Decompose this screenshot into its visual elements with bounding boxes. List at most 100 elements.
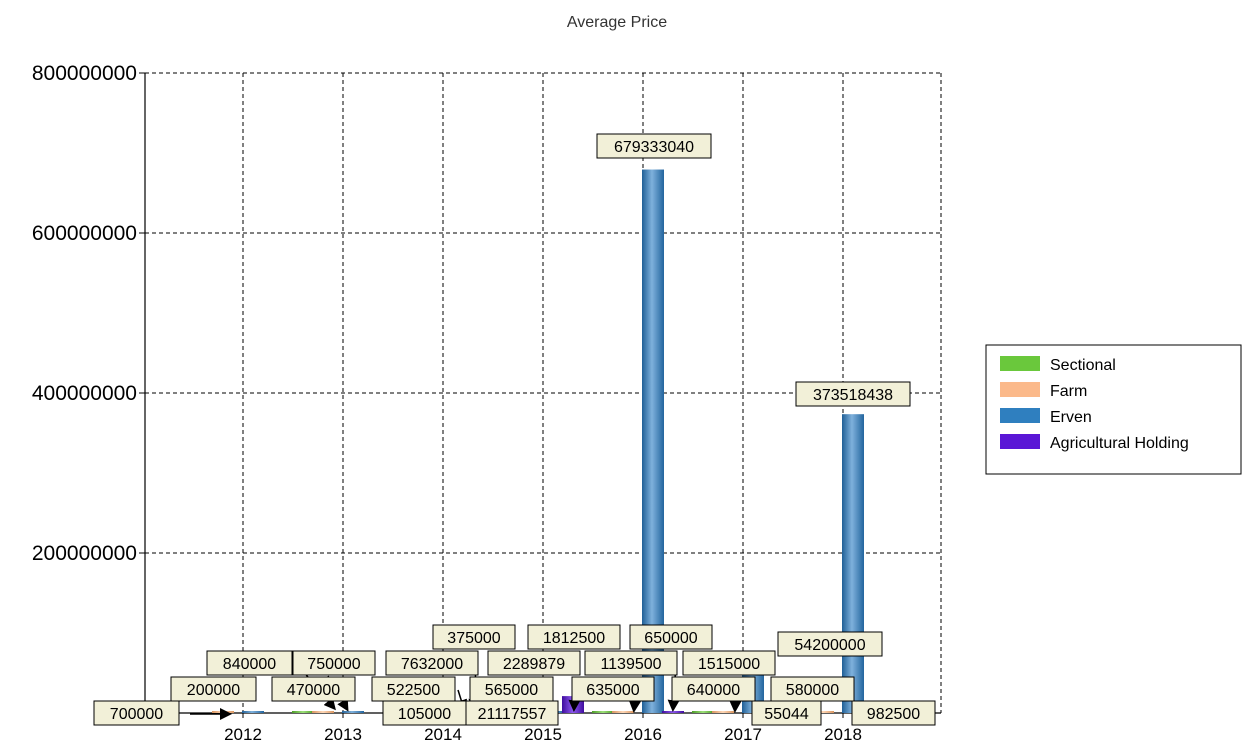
legend-label: Sectional xyxy=(1050,357,1116,374)
data-label-box xyxy=(206,650,293,676)
data-label-text: 565000 xyxy=(485,682,538,699)
data-label: 640000 xyxy=(671,676,756,702)
data-label-text: 650000 xyxy=(644,630,697,647)
bar-sectional-2016 xyxy=(592,711,614,713)
data-label: 982500 xyxy=(851,700,936,726)
data-label: 55044 xyxy=(751,700,822,726)
data-label: 1515000 xyxy=(682,650,776,676)
bar-erven-2012 xyxy=(242,711,264,713)
data-label-text: 470000 xyxy=(287,682,340,699)
data-label-text: 373518438 xyxy=(813,387,893,404)
data-label-text: 522500 xyxy=(387,682,440,699)
bar-erven-2018 xyxy=(842,414,864,713)
data-label: 375000 xyxy=(432,624,516,650)
data-label-box xyxy=(751,700,822,726)
data-label: 54200000 xyxy=(777,631,883,657)
data-label: 200000 xyxy=(170,676,257,702)
data-label-box xyxy=(469,676,554,702)
data-label-box xyxy=(93,700,180,726)
data-label: 470000 xyxy=(271,676,356,702)
bar-sectional-2017 xyxy=(692,711,714,713)
data-label-text: 982500 xyxy=(867,706,920,723)
x-tick-label: 2014 xyxy=(424,725,462,744)
data-label-text: 635000 xyxy=(586,682,639,699)
bar-farm-2017 xyxy=(712,711,734,713)
data-label-box xyxy=(432,624,516,650)
data-label-text: 55044 xyxy=(764,706,809,723)
legend: Sectional Farm Erven Agricultural Holding xyxy=(985,344,1242,475)
data-label-text: 840000 xyxy=(223,656,276,673)
bar-erven-2016 xyxy=(642,169,664,713)
bar-farm-2016 xyxy=(612,711,634,713)
data-label-box xyxy=(271,676,356,702)
data-label: 635000 xyxy=(571,676,655,702)
legend-swatch-sectional xyxy=(1000,356,1040,371)
data-label-box xyxy=(385,650,479,676)
data-label-text: 105000 xyxy=(398,706,451,723)
x-tick-label: 2013 xyxy=(324,725,362,744)
data-label-text: 7632000 xyxy=(401,656,463,673)
y-tick-label: 800000000 xyxy=(32,62,137,85)
bar-sectional-2013 xyxy=(292,711,314,713)
data-label: 840000 xyxy=(206,650,293,676)
data-label-text: 679333040 xyxy=(614,139,694,156)
data-label: 2289879 xyxy=(487,650,581,676)
data-label: 1812500 xyxy=(527,624,621,650)
bar-erven-2013 xyxy=(342,711,364,713)
data-label: 565000 xyxy=(469,676,554,702)
data-label-text: 1515000 xyxy=(698,656,760,673)
x-tick-label: 2012 xyxy=(224,725,262,744)
data-label: 750000 xyxy=(292,650,376,676)
data-label-text: 640000 xyxy=(687,682,740,699)
data-label-text: 21117557 xyxy=(478,706,547,723)
data-label-text: 200000 xyxy=(187,682,240,699)
data-labels: 700000 200000 840000 750000 470000 7632000 375… xyxy=(93,133,936,726)
data-label-text: 1139500 xyxy=(600,656,661,673)
data-label: 21117557 xyxy=(465,700,559,726)
bar-farm-2013 xyxy=(312,711,334,713)
data-label-box xyxy=(371,676,456,702)
data-label-box xyxy=(671,676,756,702)
data-label-text: 750000 xyxy=(307,656,360,673)
data-label-box xyxy=(527,624,621,650)
y-tick-label: 200000000 xyxy=(32,542,137,565)
data-label-box xyxy=(487,650,581,676)
legend-label: Farm xyxy=(1050,383,1087,400)
data-label-box xyxy=(777,631,883,657)
data-label-text: 700000 xyxy=(110,706,163,723)
data-label-text: 375000 xyxy=(447,630,500,647)
data-label-text: 1812500 xyxy=(543,630,605,647)
legend-swatch-agricultural-holding xyxy=(1000,434,1040,449)
bar-farm-2018 xyxy=(812,711,834,713)
x-tick-label: 2015 xyxy=(524,725,562,744)
data-label: 679333040 xyxy=(596,133,712,159)
legend-swatch-erven xyxy=(1000,408,1040,423)
data-label: 522500 xyxy=(371,676,456,702)
data-label-box xyxy=(851,700,936,726)
chart-title: Average Price xyxy=(567,14,667,31)
data-label: 7632000 xyxy=(385,650,479,676)
data-label-text: 54200000 xyxy=(794,637,865,654)
data-label-box xyxy=(170,676,257,702)
y-axis-ticks: 800000000 600000000 400000000 200000000 xyxy=(32,62,145,565)
x-tick-label: 2017 xyxy=(724,725,762,744)
data-label-box xyxy=(584,650,678,676)
bar-farm-2012 xyxy=(212,711,234,713)
data-label-box xyxy=(465,700,559,726)
data-label: 580000 xyxy=(770,676,855,702)
data-label-box xyxy=(596,133,712,159)
data-label: 1139500 xyxy=(584,650,678,676)
y-tick-label: 600000000 xyxy=(32,222,137,245)
data-label-text: 580000 xyxy=(786,682,839,699)
data-label-text: 2289879 xyxy=(503,656,565,673)
data-label: 105000 xyxy=(382,700,467,726)
data-label: 700000 xyxy=(93,700,180,726)
data-label-box xyxy=(682,650,776,676)
y-tick-label: 400000000 xyxy=(32,382,137,405)
data-label-box xyxy=(382,700,467,726)
data-label-box xyxy=(770,676,855,702)
x-tick-label: 2016 xyxy=(624,725,662,744)
data-label: 373518438 xyxy=(795,381,911,407)
data-label-box xyxy=(571,676,655,702)
